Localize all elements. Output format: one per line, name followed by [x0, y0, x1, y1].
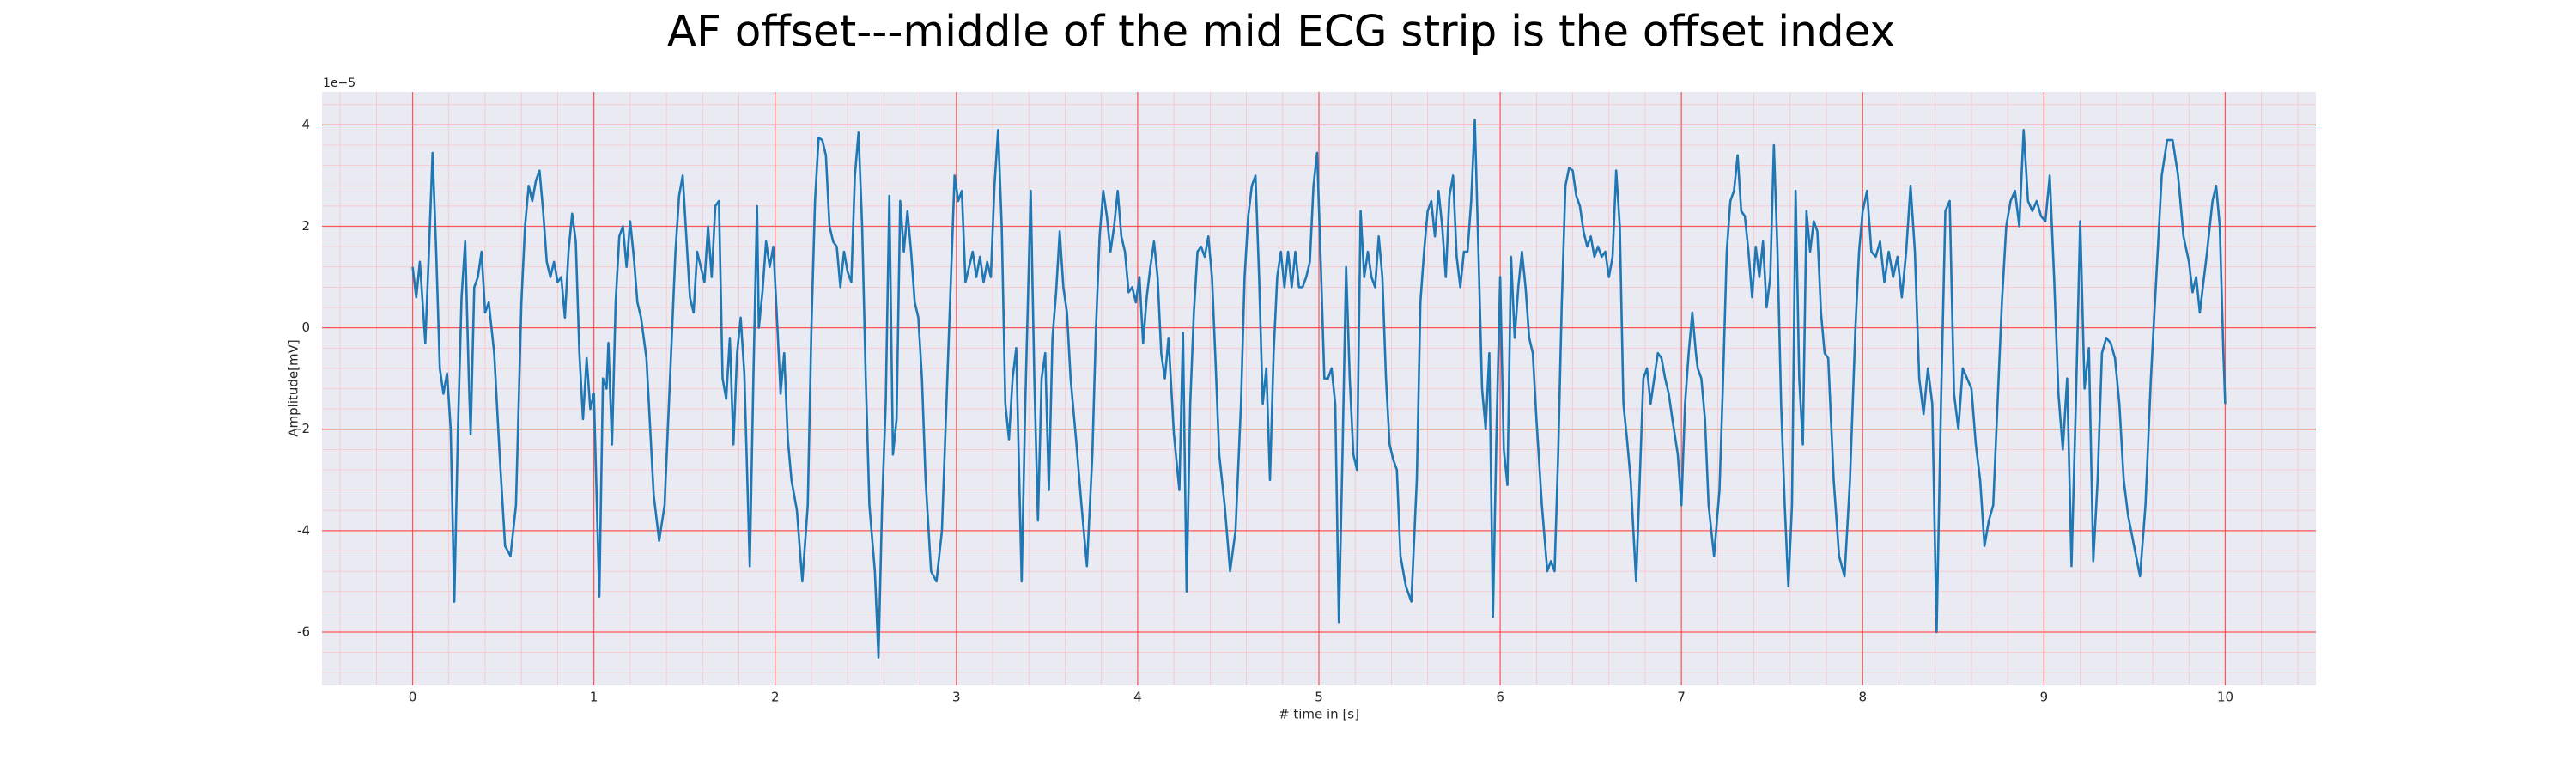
x-tick-label: 7: [1677, 690, 1686, 705]
x-tick-label: 3: [952, 690, 961, 705]
x-tick-label: 1: [590, 690, 598, 705]
x-tick-label: 10: [2217, 690, 2233, 705]
y-axis-label: Amplitude[mV]: [286, 339, 301, 436]
x-axis-label: # time in [s]: [1279, 707, 1359, 722]
ecg-line: [411, 119, 2227, 659]
y-tick-label: -4: [297, 522, 310, 538]
x-tick-label: 9: [2040, 690, 2049, 705]
x-tick-label: 6: [1496, 690, 1504, 705]
x-tick-label: 0: [409, 690, 417, 705]
marks: [411, 119, 2227, 659]
chart-title: AF offset---middle of the mid ECG strip …: [667, 7, 1895, 57]
y-tick-label: 4: [301, 117, 310, 132]
x-tick-label: 8: [1858, 690, 1867, 705]
y-offset-text: 1e−5: [323, 76, 355, 90]
x-tick-label: 4: [1133, 690, 1142, 705]
x-tick-label: 5: [1315, 690, 1323, 705]
y-tick-label: 2: [301, 218, 310, 234]
x-tick-label: 2: [771, 690, 780, 705]
y-tick-label: -6: [297, 624, 310, 639]
y-tick-label: 0: [301, 320, 310, 335]
y-tick-label: -2: [297, 421, 310, 436]
grid: [322, 92, 2316, 685]
